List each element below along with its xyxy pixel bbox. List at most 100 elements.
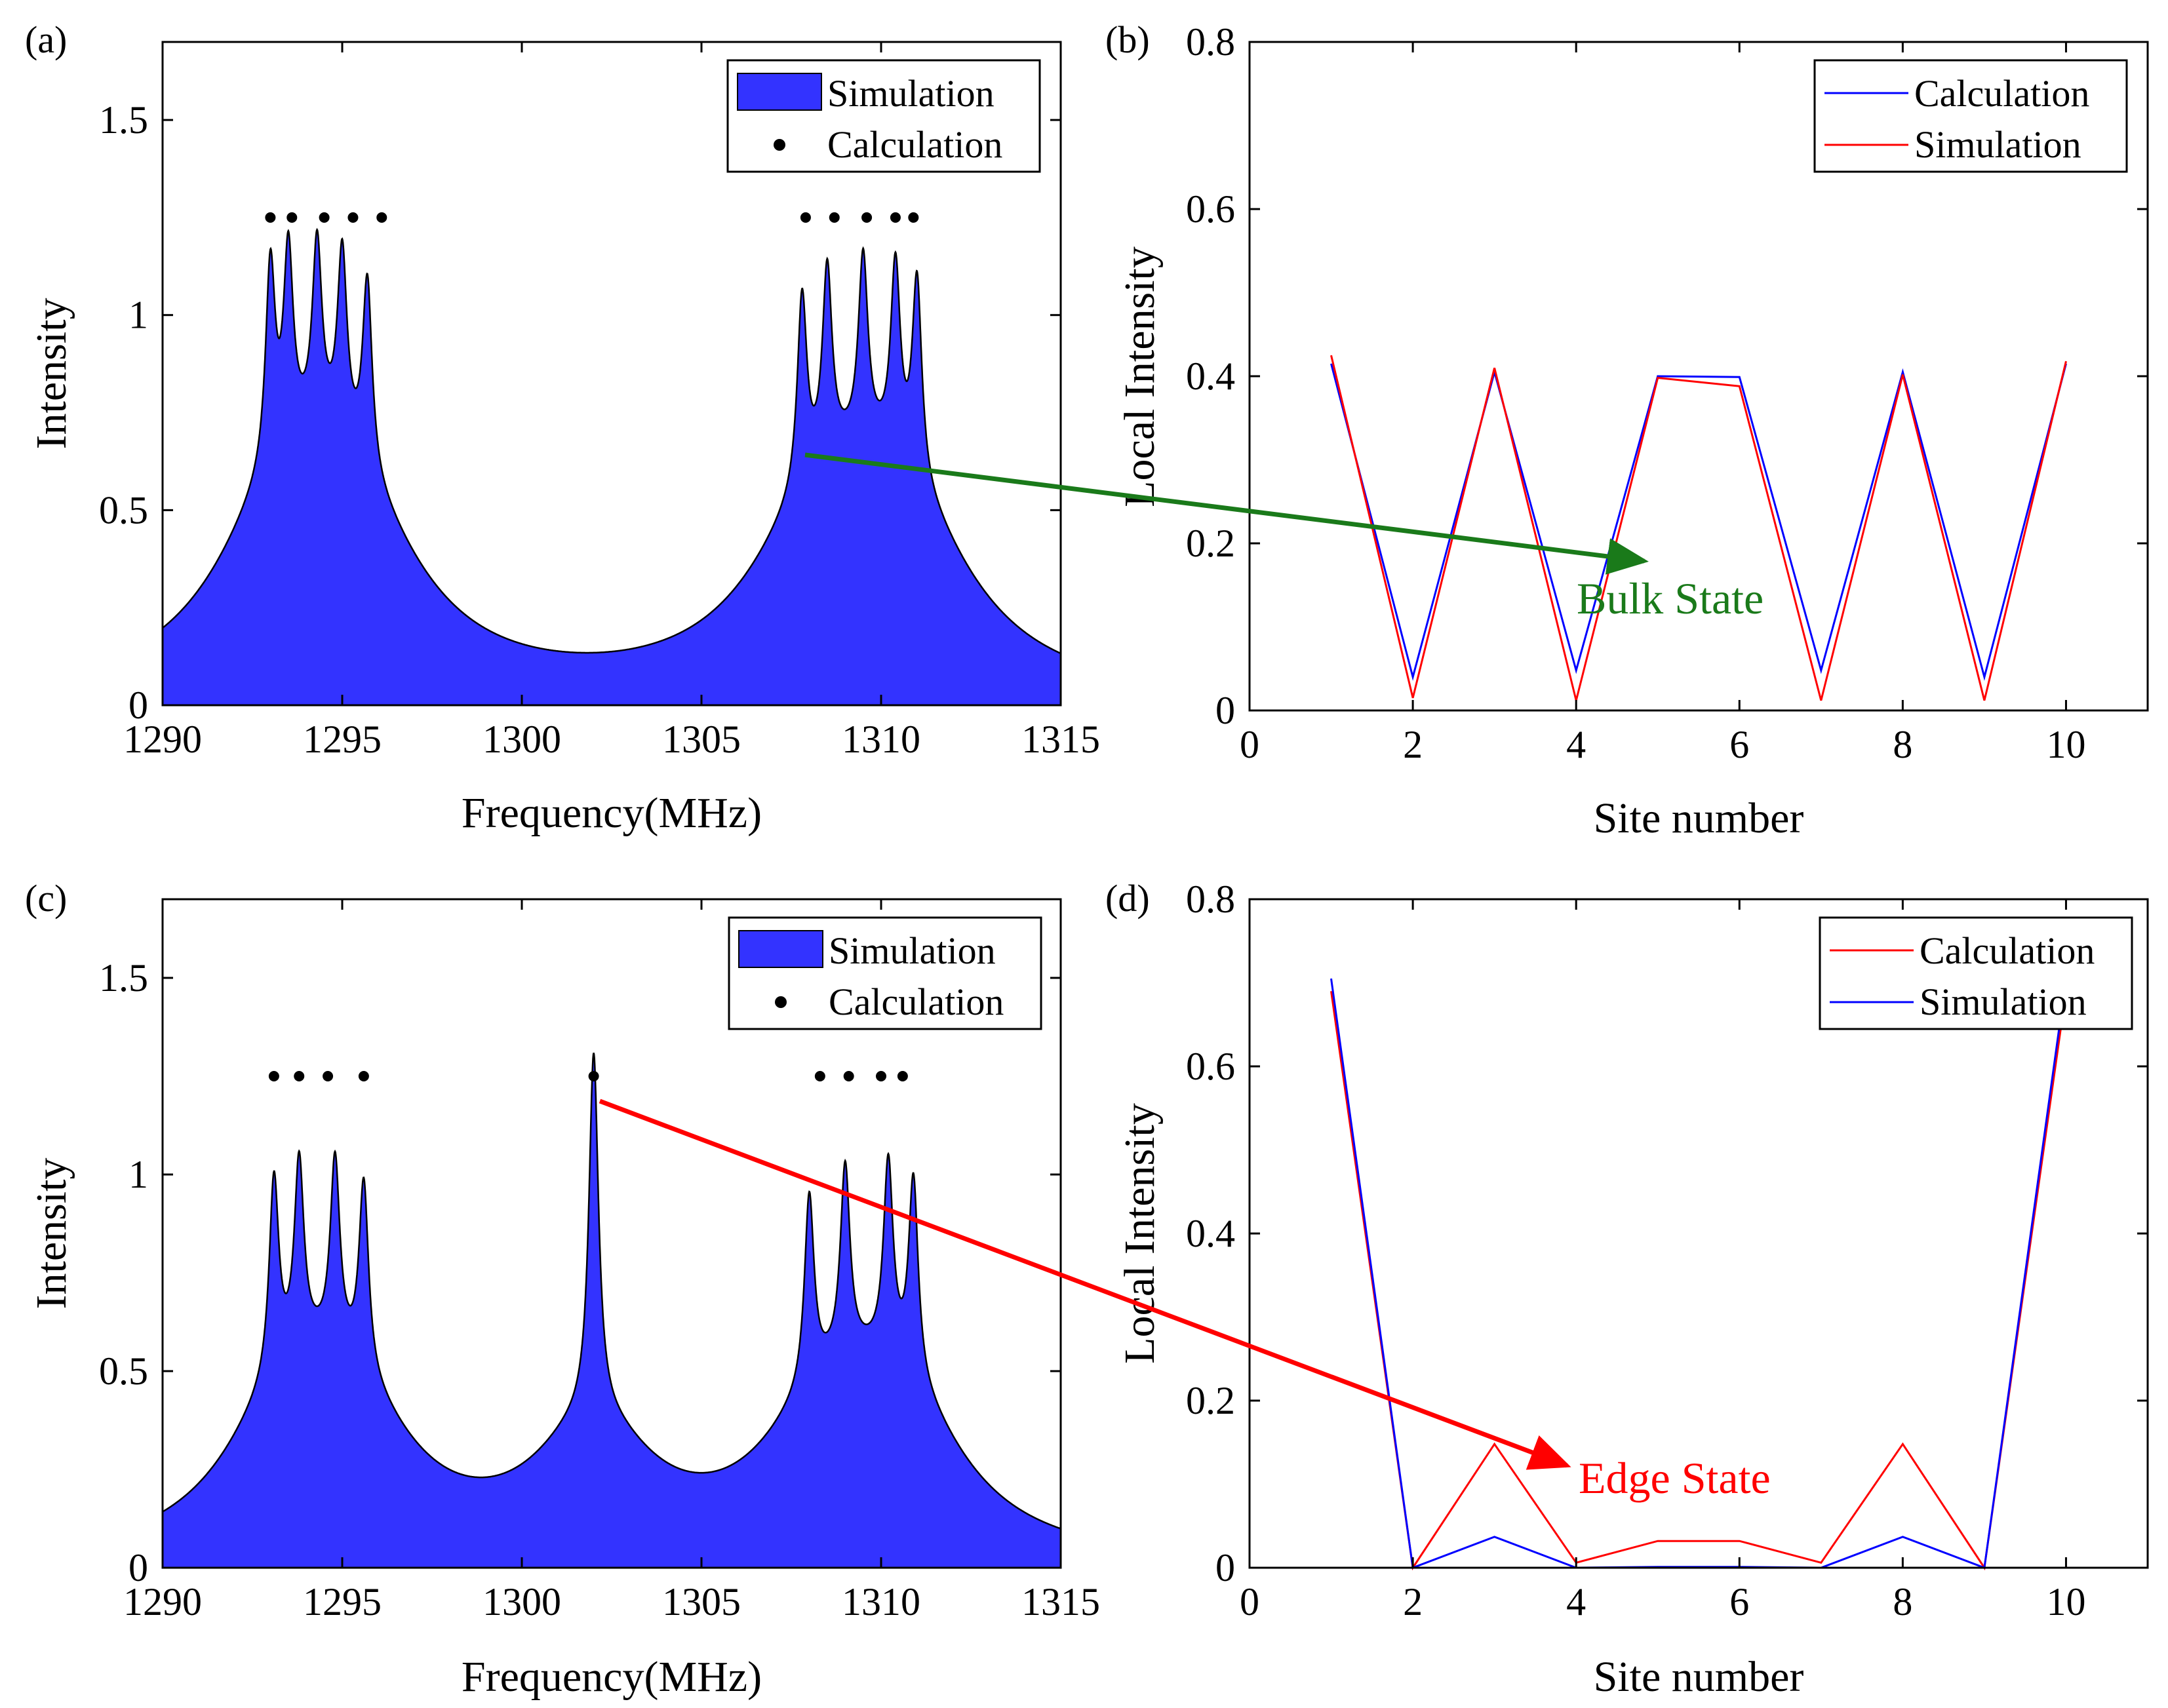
y-tick-label: 1.5: [99, 956, 148, 1000]
plot-content-c: [162, 1053, 1061, 1568]
ticks-d: 0 2 4 6 8 10 0 0.2 0.4 0.6 0.8: [1186, 878, 2148, 1623]
x-tick-label: 1305: [662, 1580, 741, 1623]
calculation-point-a: [347, 212, 359, 223]
calculation-point-a: [829, 212, 840, 223]
ticks-b: 0 2 4 6 8 10 0 0.2 0.4 0.6 0.8: [1186, 20, 2148, 766]
calculation-point-c: [588, 1071, 599, 1081]
panel-label-a: (a): [25, 18, 67, 61]
axes-box-c: [161, 898, 1062, 1569]
simulation-outline-c: [162, 1053, 1061, 1530]
y-tick-label: 0.2: [1186, 1379, 1235, 1422]
y-tick-label: 0: [128, 1546, 148, 1589]
x-tick-label: 1315: [1021, 718, 1100, 761]
x-tick-label: 1290: [123, 1580, 202, 1623]
y-tick-label: 0.5: [99, 1349, 148, 1393]
plot-content-b: [1330, 355, 2067, 701]
series-line-calculation-b: [1330, 363, 2067, 681]
legend-label-simulation-a: Simulation: [827, 72, 995, 115]
series-line-simulation-b: [1330, 355, 2067, 701]
x-axis-label-a: Frequency(MHz): [462, 789, 762, 837]
calculation-point-c: [294, 1071, 305, 1081]
legend-box-b: [1813, 59, 2128, 173]
y-tick-label: 1: [128, 1153, 148, 1196]
x-axis-label-c: Frequency(MHz): [462, 1653, 762, 1701]
bulk-state-arrow: [804, 452, 1649, 575]
y-tick-label: 0: [1215, 1546, 1235, 1589]
legend-swatch-simulation-c: [738, 930, 823, 968]
x-tick-label: 10: [2046, 1580, 2085, 1623]
calculation-point-a: [319, 212, 330, 223]
calculation-point-a: [908, 212, 919, 223]
calculation-point-a: [286, 212, 298, 223]
legend-label-simulation-b: Simulation: [1914, 123, 2081, 166]
bulk-state-label: Bulk State: [1577, 573, 1764, 623]
legend-label-calculation-b: Calculation: [1914, 72, 2089, 115]
calculation-point-c: [358, 1071, 369, 1081]
legend-marker-calculation-c: [775, 996, 787, 1008]
simulation-outline-a: [162, 227, 1061, 655]
legend-label-calculation-c: Calculation: [829, 980, 1004, 1023]
legend-box-c: [728, 916, 1042, 1030]
panel-label-b: (b): [1105, 18, 1150, 61]
legend-label-simulation-d: Simulation: [1920, 980, 2087, 1023]
legend-label-calculation-a: Calculation: [827, 123, 1002, 166]
legend-swatch-simulation-a: [737, 73, 822, 111]
panel-label-d: (d): [1105, 877, 1150, 920]
y-tick-label: 0: [128, 684, 148, 727]
x-tick-label: 0: [1240, 1580, 1259, 1623]
legend-a: Simulation Calculation: [726, 59, 1041, 173]
y-tick-label: 0.8: [1186, 20, 1235, 64]
y-tick-label: 0.4: [1186, 355, 1235, 398]
legend-d: Calculation Simulation: [1819, 916, 2133, 1030]
panel-a: (a) 1290 1295 1300 1305 1310 1315 0 0.5 1 1.5 Fre…: [25, 18, 1100, 837]
annotations: Bulk State Edge State: [599, 452, 1771, 1503]
calculation-point-c: [843, 1071, 854, 1081]
legend-marker-calculation-a: [774, 139, 785, 151]
x-tick-label: 4: [1566, 1580, 1586, 1623]
x-tick-label: 2: [1403, 723, 1423, 766]
calculation-point-a: [800, 212, 811, 223]
panel-c: (c) 1290 1295 1300 1305 1310 1315 0 0.5 1 1.5 Fre…: [25, 877, 1100, 1701]
calculation-point-a: [861, 212, 873, 223]
legend-label-calculation-d: Calculation: [1920, 929, 2095, 972]
series-line-calculation-d: [1330, 991, 2067, 1571]
x-tick-label: 2: [1403, 1580, 1423, 1623]
legend-c: Simulation Calculation: [728, 916, 1042, 1030]
x-tick-label: 1300: [483, 718, 561, 761]
y-axis-label-a: Intensity: [28, 298, 75, 450]
x-tick-label: 1295: [303, 1580, 382, 1623]
x-tick-label: 1315: [1021, 1580, 1100, 1623]
y-axis-label-c: Intensity: [28, 1158, 75, 1310]
y-tick-label: 1.5: [99, 98, 148, 142]
x-tick-label: 1310: [842, 718, 920, 761]
ticks-a: 1290 1295 1300 1305 1310 1315 0 0.5 1 1.5: [99, 42, 1100, 761]
x-tick-label: 1290: [123, 718, 202, 761]
x-tick-label: 1300: [483, 1580, 561, 1623]
y-tick-label: 0.4: [1186, 1212, 1235, 1255]
y-tick-label: 0.6: [1186, 187, 1235, 231]
y-tick-label: 0.8: [1186, 878, 1235, 921]
edge-state-label: Edge State: [1579, 1453, 1771, 1503]
y-tick-label: 0.5: [99, 488, 148, 532]
x-tick-label: 8: [1893, 1580, 1912, 1623]
x-tick-label: 4: [1566, 723, 1586, 766]
calculation-point-a: [265, 212, 276, 223]
legend-box-d: [1819, 916, 2133, 1030]
ticks-c: 1290 1295 1300 1305 1310 1315 0 0.5 1 1.5: [99, 899, 1100, 1623]
legend-b: Calculation Simulation: [1813, 59, 2128, 173]
y-tick-label: 0.6: [1186, 1045, 1235, 1088]
x-tick-label: 1295: [303, 718, 382, 761]
y-tick-label: 0: [1215, 689, 1235, 732]
calculation-point-a: [376, 212, 387, 223]
x-axis-label-b: Site number: [1594, 794, 1804, 842]
x-tick-label: 0: [1240, 723, 1259, 766]
legend-label-simulation-c: Simulation: [829, 929, 996, 972]
x-tick-label: 1305: [662, 718, 741, 761]
y-tick-label: 0.2: [1186, 522, 1235, 565]
plot-content-a: [162, 212, 1061, 705]
x-tick-label: 6: [1729, 1580, 1749, 1623]
calculation-point-c: [323, 1071, 334, 1081]
simulation-area-a: [163, 229, 1061, 705]
simulation-area-c: [163, 1053, 1061, 1568]
